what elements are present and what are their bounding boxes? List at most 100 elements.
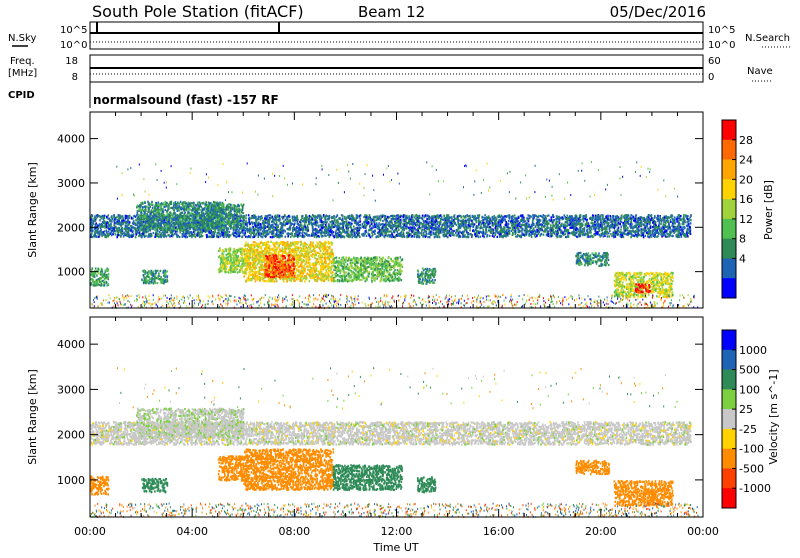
heatmap-cell bbox=[144, 226, 146, 228]
heatmap-cell bbox=[116, 228, 118, 230]
heatmap-cell bbox=[276, 222, 278, 224]
heatmap-cell bbox=[131, 235, 133, 237]
heatmap-cell bbox=[113, 232, 115, 234]
heatmap-cell bbox=[476, 225, 478, 227]
heatmap-cell bbox=[257, 218, 259, 220]
heatmap-cell bbox=[283, 220, 285, 222]
heatmap-cell bbox=[337, 223, 339, 225]
heatmap-cell bbox=[374, 230, 376, 232]
heatmap-cell bbox=[449, 232, 451, 234]
heatmap-cell bbox=[446, 223, 448, 225]
heatmap-cell bbox=[623, 232, 625, 234]
heatmap-cell bbox=[428, 227, 430, 229]
heatmap-cell bbox=[359, 218, 361, 220]
heatmap-cell bbox=[487, 222, 489, 224]
heatmap-cell bbox=[307, 227, 309, 229]
nsearch-tick-low: 10^0 bbox=[708, 40, 735, 51]
heatmap-cell bbox=[426, 223, 428, 225]
heatmap-cell bbox=[690, 214, 692, 216]
heatmap-cell bbox=[563, 234, 565, 236]
heatmap-cell bbox=[302, 234, 304, 236]
heatmap-cell bbox=[478, 216, 480, 218]
heatmap-cell bbox=[111, 215, 113, 217]
freq-label: Freq. bbox=[10, 56, 35, 67]
heatmap-cell bbox=[688, 229, 690, 231]
heatmap-cell bbox=[119, 229, 121, 231]
heatmap-cell bbox=[387, 216, 389, 218]
heatmap-cell bbox=[500, 233, 502, 235]
heatmap-cell bbox=[441, 229, 443, 231]
heatmap-cell bbox=[259, 216, 261, 218]
heatmap-cell bbox=[371, 232, 373, 234]
heatmap-cell bbox=[428, 225, 430, 227]
heatmap-cell bbox=[250, 234, 252, 236]
heatmap-cell bbox=[549, 235, 551, 237]
heatmap-cell bbox=[439, 222, 441, 224]
heatmap-cell bbox=[429, 236, 431, 238]
heatmap-cell bbox=[122, 217, 124, 219]
heatmap-cell bbox=[493, 215, 495, 217]
heatmap-cell bbox=[247, 225, 249, 227]
heatmap-cell bbox=[107, 214, 109, 216]
heatmap-cell bbox=[336, 227, 338, 229]
heatmap-cell bbox=[543, 221, 545, 223]
heatmap-cell bbox=[677, 231, 679, 233]
heatmap-cell bbox=[515, 218, 517, 220]
heatmap-cell bbox=[251, 221, 253, 223]
heatmap-cell bbox=[297, 234, 299, 236]
heatmap-cell bbox=[545, 221, 547, 223]
heatmap-cell bbox=[109, 219, 111, 221]
heatmap-cell bbox=[527, 218, 529, 220]
heatmap-cell bbox=[382, 220, 384, 222]
heatmap-cell bbox=[422, 215, 424, 217]
heatmap-cell bbox=[258, 216, 260, 218]
heatmap-cell bbox=[490, 218, 492, 220]
heatmap-cell bbox=[520, 219, 522, 221]
heatmap-cell bbox=[600, 214, 602, 216]
station-title: South Pole Station (fitACF) bbox=[92, 2, 304, 21]
heatmap-cell bbox=[313, 233, 315, 235]
heatmap-cell bbox=[417, 220, 419, 222]
heatmap-cell bbox=[436, 223, 438, 225]
heatmap-cell bbox=[582, 230, 584, 232]
heatmap-cell bbox=[670, 221, 672, 223]
heatmap-cell bbox=[607, 215, 609, 217]
heatmap-cell bbox=[462, 231, 464, 233]
heatmap-cell bbox=[372, 234, 374, 236]
heatmap-cell bbox=[120, 224, 122, 226]
heatmap-cell bbox=[305, 233, 307, 235]
heatmap-cell bbox=[126, 225, 128, 227]
heatmap-cell bbox=[255, 225, 257, 227]
heatmap-cell bbox=[359, 215, 361, 217]
heatmap-cell bbox=[303, 228, 305, 230]
heatmap-cell bbox=[199, 236, 201, 238]
heatmap-cell bbox=[532, 233, 534, 235]
heatmap-cell bbox=[559, 228, 561, 230]
heatmap-cell bbox=[524, 223, 526, 225]
heatmap-cell bbox=[519, 224, 521, 226]
heatmap-cell bbox=[644, 230, 646, 232]
heatmap-cell bbox=[426, 233, 428, 235]
heatmap-cell bbox=[268, 227, 270, 229]
heatmap-cell bbox=[378, 236, 380, 238]
heatmap-cell bbox=[565, 236, 567, 238]
heatmap-cell bbox=[575, 224, 577, 226]
heatmap-cell bbox=[115, 233, 117, 235]
heatmap-cell bbox=[541, 216, 543, 218]
heatmap-cell bbox=[427, 236, 429, 238]
heatmap-cell bbox=[660, 219, 662, 221]
heatmap-cell bbox=[520, 215, 522, 217]
heatmap-cell bbox=[543, 218, 545, 220]
heatmap-cell bbox=[576, 236, 578, 238]
heatmap-cell bbox=[287, 228, 289, 230]
heatmap-cell bbox=[463, 219, 465, 221]
heatmap-cell bbox=[328, 227, 330, 229]
heatmap-cell bbox=[358, 220, 360, 222]
heatmap-cell bbox=[101, 231, 103, 233]
heatmap-cell bbox=[622, 222, 624, 224]
heatmap-cell bbox=[324, 235, 326, 237]
heatmap-cell bbox=[551, 219, 553, 221]
heatmap-cell bbox=[342, 217, 344, 219]
heatmap-cell bbox=[504, 231, 506, 233]
heatmap-cell bbox=[240, 232, 242, 234]
